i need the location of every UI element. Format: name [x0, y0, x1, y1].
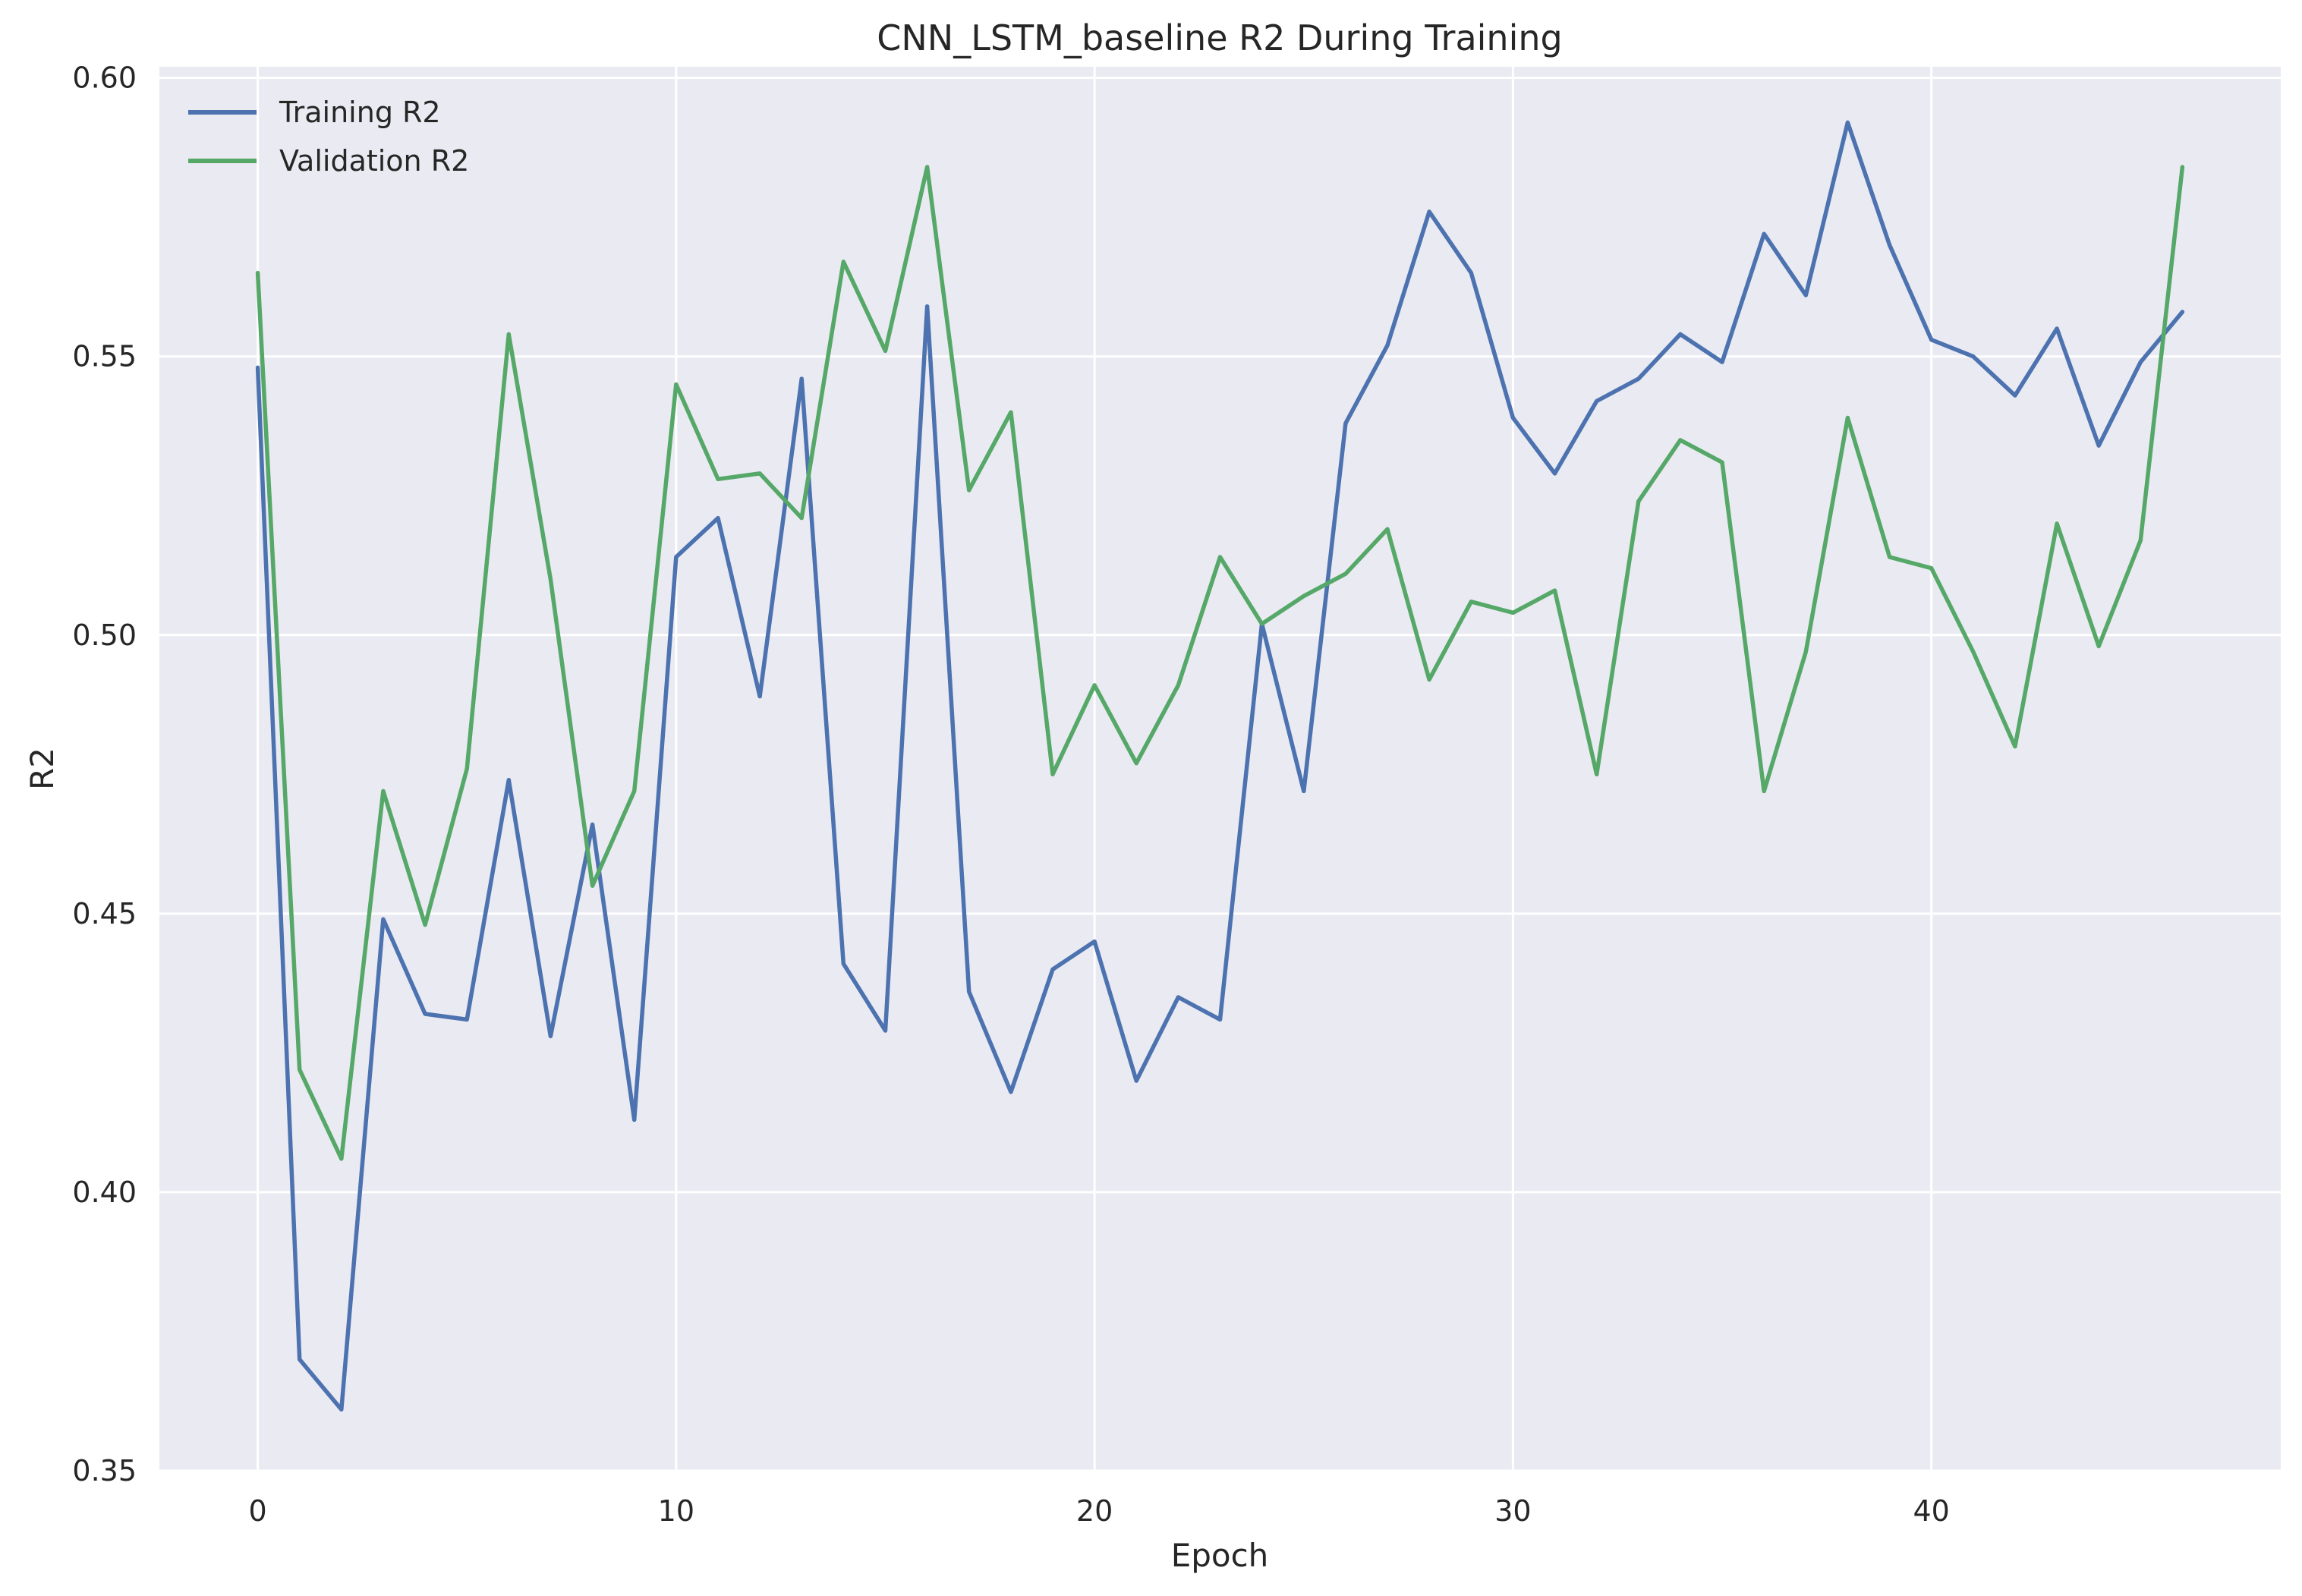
y-tick-label: 0.55 [72, 340, 137, 373]
series-lines [255, 120, 2185, 1412]
legend-label-validation: Validation R2 [279, 144, 469, 178]
chart-title: CNN_LSTM_baseline R2 During Training [877, 17, 1562, 58]
x-tick-label: 0 [248, 1494, 266, 1528]
x-tick-label: 20 [1076, 1494, 1113, 1528]
x-tick-label: 40 [1913, 1494, 1949, 1528]
y-tick-label: 0.60 [72, 61, 137, 95]
y-tick-label: 0.35 [72, 1454, 137, 1487]
legend-label-training: Training R2 [279, 96, 441, 129]
x-tick-label: 10 [658, 1494, 694, 1528]
y-tick-label: 0.45 [72, 897, 137, 930]
y-axis-label: R2 [24, 748, 61, 790]
x-tick-label: 30 [1494, 1494, 1531, 1528]
y-axis-ticks: 0.35 0.40 0.45 0.50 0.55 0.60 [72, 61, 137, 1487]
grid-lines [159, 67, 2281, 1472]
plot-area [159, 67, 2281, 1471]
y-tick-label: 0.40 [72, 1176, 137, 1209]
validation-r2-line [255, 165, 2185, 1161]
x-axis-ticks: 0 10 20 30 40 [248, 1494, 1949, 1528]
legend: Training R2 Validation R2 [188, 96, 469, 178]
training-r2-line [255, 120, 2185, 1412]
x-axis-label: Epoch [1171, 1537, 1269, 1574]
y-tick-label: 0.50 [72, 619, 137, 652]
